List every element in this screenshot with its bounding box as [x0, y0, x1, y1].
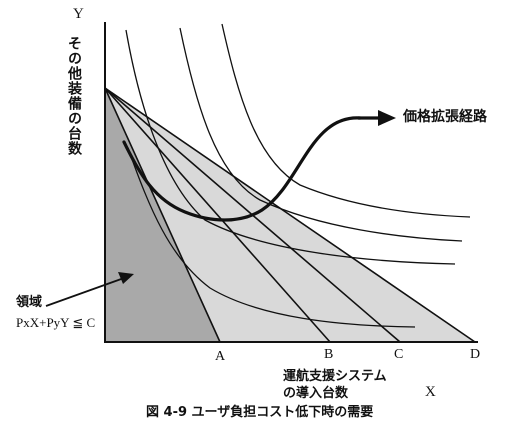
- budget-line-d: [104, 87, 476, 343]
- price-expansion-path: [122, 116, 362, 222]
- indifference-curve-3: [179, 27, 463, 242]
- point-c-label: C: [394, 347, 404, 362]
- indifference-curve-1: [127, 147, 416, 328]
- x-axis-letter: X: [425, 384, 436, 400]
- indifference-curve-4: [221, 23, 471, 218]
- budget-line-b: [104, 87, 331, 343]
- y-axis-letter: Y: [73, 6, 84, 22]
- budget-line-a: [104, 87, 221, 343]
- region-pointer-arrowhead: [118, 272, 134, 284]
- x-axis-title-line2: の導入台数: [283, 386, 349, 401]
- region-label-line1: 領域: [16, 295, 43, 310]
- expansion-path-label: 価格拡張経路: [403, 109, 487, 125]
- figure-caption: 図 4-9 ユーザ負担コスト低下時の需要: [146, 405, 374, 420]
- point-b-label: B: [324, 347, 334, 362]
- x-axis-title-line1: 運航支援システム: [283, 369, 387, 384]
- y-axis-title: その他装備の台数: [66, 36, 82, 156]
- point-a-label: A: [215, 349, 226, 364]
- point-d-label: D: [470, 347, 481, 362]
- indifference-curve-2: [125, 29, 456, 265]
- expansion-arrowhead: [378, 110, 396, 126]
- region-pointer-arrow: [45, 277, 125, 307]
- region-label-line2: PxX+PyY ≦ C: [16, 315, 96, 330]
